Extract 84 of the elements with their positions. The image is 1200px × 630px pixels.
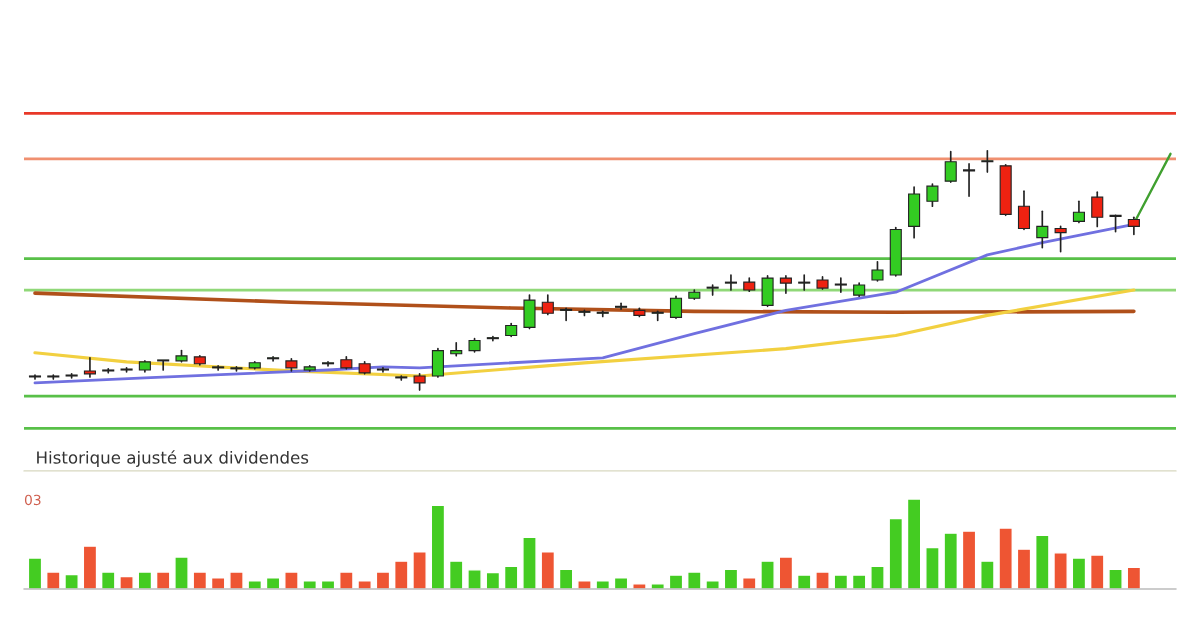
bar [27, 557, 43, 590]
bar [1089, 554, 1105, 590]
bar [503, 565, 519, 590]
bar [155, 571, 171, 590]
bar [998, 527, 1013, 590]
candlestick [669, 295, 683, 320]
candlestick [615, 302, 628, 311]
bar [100, 571, 116, 590]
candlestick [944, 150, 957, 183]
bar [778, 556, 794, 590]
bar [851, 574, 867, 590]
bar [705, 580, 720, 590]
candlestick [1091, 191, 1104, 228]
candlestick [798, 274, 811, 291]
candlestick [962, 163, 976, 198]
bar [412, 551, 427, 590]
bar [229, 571, 244, 590]
chart-title: Historique ajusté aux dividendes [37, 450, 309, 468]
candlestick [651, 310, 664, 322]
bar [760, 560, 775, 590]
bar [925, 546, 940, 590]
annotation: 03 [24, 494, 41, 506]
candlestick [834, 277, 847, 294]
bar [137, 571, 153, 590]
bar [723, 568, 739, 590]
bar [448, 560, 464, 590]
bar [815, 571, 830, 590]
bar [284, 571, 299, 590]
candlestick [450, 341, 463, 357]
candlestick [321, 361, 335, 367]
bar [1071, 557, 1087, 590]
bar [1126, 566, 1142, 590]
bar [174, 556, 189, 590]
candlestick [83, 356, 96, 378]
candlestick [926, 183, 939, 208]
bar [870, 565, 885, 590]
candlestick [541, 294, 554, 316]
bar [668, 574, 684, 590]
bar [46, 571, 61, 590]
bar [961, 530, 977, 590]
candlestick [1017, 190, 1031, 231]
bar [485, 571, 501, 590]
bar [741, 577, 757, 590]
candlestick [1036, 210, 1049, 249]
bar [650, 583, 665, 590]
bar [595, 580, 611, 590]
bar [302, 580, 317, 590]
bar [339, 571, 354, 590]
candlestick [871, 260, 884, 282]
bar [1035, 534, 1050, 590]
bar [632, 583, 647, 590]
candlestick [157, 359, 170, 371]
candlestick [724, 274, 738, 291]
candlestick [212, 365, 225, 371]
bar [119, 575, 134, 590]
bar [888, 517, 904, 590]
bar [906, 498, 922, 590]
bar [558, 568, 574, 590]
candlestick [981, 149, 994, 173]
bar [430, 504, 446, 590]
bar [1016, 548, 1032, 590]
candlestick [1054, 225, 1067, 253]
bar [1053, 552, 1068, 590]
candlestick [560, 307, 573, 322]
candlestick [596, 310, 609, 318]
bar [943, 532, 959, 590]
bar [980, 560, 995, 590]
bar [192, 571, 208, 590]
bar [467, 569, 482, 590]
bar [82, 545, 98, 590]
bar [796, 574, 812, 590]
bar [540, 551, 556, 590]
bar [247, 580, 263, 590]
bar [687, 571, 702, 590]
bar [64, 573, 79, 590]
bar [833, 574, 849, 590]
candlestick [267, 355, 280, 362]
bar [522, 536, 537, 590]
bar [1108, 568, 1123, 590]
bar [393, 560, 409, 590]
bar [357, 580, 372, 590]
bar [375, 571, 391, 590]
bar [577, 580, 592, 590]
candlestick [1072, 200, 1085, 224]
